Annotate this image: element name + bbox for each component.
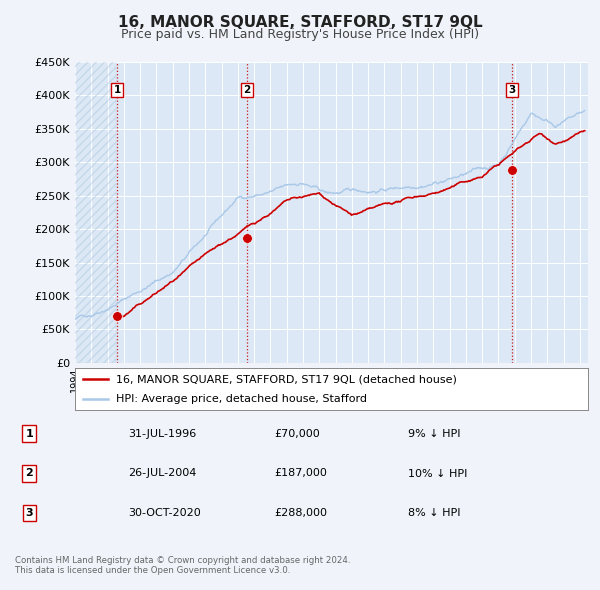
- Text: 30-OCT-2020: 30-OCT-2020: [128, 509, 201, 519]
- Text: £187,000: £187,000: [274, 468, 327, 478]
- Text: 16, MANOR SQUARE, STAFFORD, ST17 9QL: 16, MANOR SQUARE, STAFFORD, ST17 9QL: [118, 15, 482, 30]
- Text: £70,000: £70,000: [274, 428, 320, 438]
- Text: £288,000: £288,000: [274, 509, 327, 519]
- Text: 9% ↓ HPI: 9% ↓ HPI: [408, 428, 460, 438]
- Text: 2: 2: [26, 468, 34, 478]
- Text: 1: 1: [113, 85, 121, 95]
- Text: 3: 3: [26, 509, 33, 519]
- Text: 26-JUL-2004: 26-JUL-2004: [128, 468, 197, 478]
- Text: 3: 3: [508, 85, 515, 95]
- Text: 31-JUL-1996: 31-JUL-1996: [128, 428, 197, 438]
- Text: 16, MANOR SQUARE, STAFFORD, ST17 9QL (detached house): 16, MANOR SQUARE, STAFFORD, ST17 9QL (de…: [116, 375, 457, 385]
- Text: HPI: Average price, detached house, Stafford: HPI: Average price, detached house, Staf…: [116, 395, 367, 404]
- Text: 8% ↓ HPI: 8% ↓ HPI: [408, 509, 460, 519]
- Text: 10% ↓ HPI: 10% ↓ HPI: [408, 468, 467, 478]
- Text: Contains HM Land Registry data © Crown copyright and database right 2024.
This d: Contains HM Land Registry data © Crown c…: [15, 556, 350, 575]
- Text: 2: 2: [244, 85, 251, 95]
- Text: Price paid vs. HM Land Registry's House Price Index (HPI): Price paid vs. HM Land Registry's House …: [121, 28, 479, 41]
- Text: 1: 1: [26, 428, 34, 438]
